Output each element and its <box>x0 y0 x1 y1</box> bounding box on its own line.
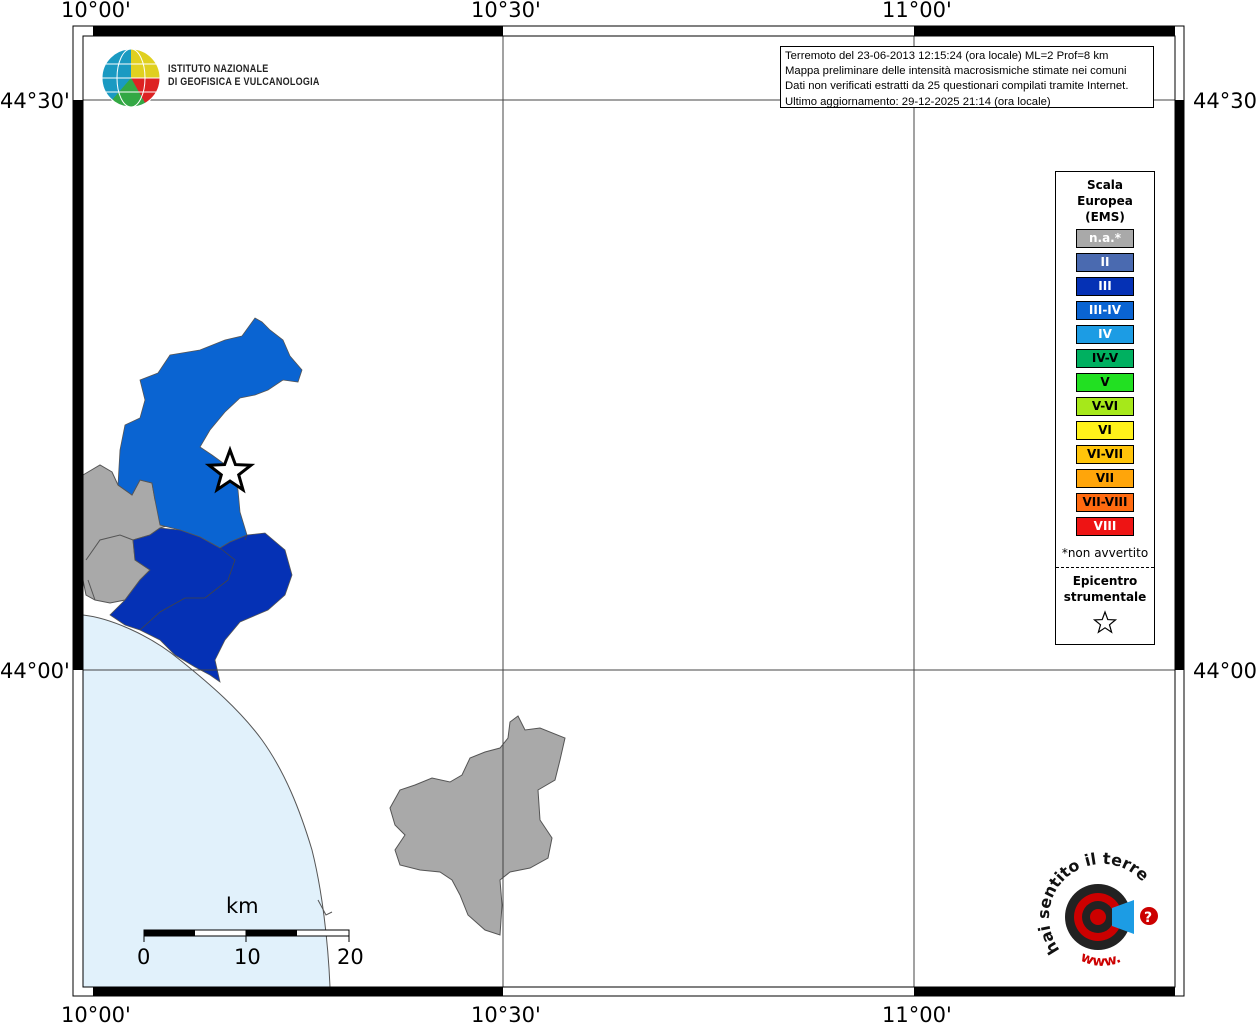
municipality-iii <box>109 527 293 683</box>
event-info-line-4: Ultimo aggiornamento: 29-12-2025 21:14 (… <box>785 95 1051 108</box>
lat-label-left-1: 44°30' <box>0 89 70 113</box>
legend-epicenter-label: Epicentro strumentale <box>1056 573 1154 605</box>
legend-note: *non avvertito <box>1061 546 1149 560</box>
municipality-iii-iv <box>117 317 303 549</box>
scale-label-10: 10 <box>234 945 261 969</box>
lon-label-bottom-1: 10°00' <box>61 1003 131 1024</box>
scale-unit: km <box>226 894 259 918</box>
lon-label-top-3: 11°00' <box>882 0 952 22</box>
ingv-logo-icon <box>101 48 161 108</box>
legend-divider <box>1056 567 1154 568</box>
legend-title-line-2: Europea <box>1077 194 1133 208</box>
lat-label-left-2: 44°00' <box>0 659 70 683</box>
ingv-logo-text: ISTITUTO NAZIONALE DI GEOFISICA E VULCAN… <box>168 63 320 89</box>
lon-label-top-1: 10°00' <box>61 0 131 22</box>
coastline <box>82 614 331 988</box>
lat-label-right-2: 44°00' <box>1193 659 1257 683</box>
lon-label-bottom-2: 10°30' <box>471 1003 541 1024</box>
svg-text:?: ? <box>1144 910 1152 926</box>
legend-swatch-6: V <box>1076 373 1134 392</box>
ems-legend: Scala Europea (EMS) n.a.* II III III-IV IV IV… <box>1055 171 1155 645</box>
legend-swatch-8: VI <box>1076 421 1134 440</box>
legend-title-line-3: (EMS) <box>1085 210 1125 224</box>
legend-swatch-12: VIII <box>1076 517 1134 536</box>
lat-label-right-1: 44°30' <box>1193 89 1257 113</box>
legend-swatch-2: III <box>1076 277 1134 296</box>
legend-star-icon <box>1092 610 1118 634</box>
legend-swatch-7: V-VI <box>1076 397 1134 416</box>
event-info-line-2: Mappa preliminare delle intensità macros… <box>785 65 1127 78</box>
hsit-logo-url: www. <box>1078 949 1123 970</box>
legend-swatch-10: VII <box>1076 469 1134 488</box>
legend-swatch-5: IV-V <box>1076 349 1134 368</box>
municipality-not-felt-east <box>389 715 566 936</box>
map-frame <box>72 25 1185 997</box>
ingv-line-1: ISTITUTO NAZIONALE <box>168 63 269 75</box>
legend-title-line-1: Scala <box>1086 178 1124 192</box>
legend-epicenter-line-2: strumentale <box>1063 590 1147 604</box>
event-info-line-3: Dati non verificati estratti da 25 quest… <box>785 80 1129 93</box>
scale-bar: km 0 10 20 <box>137 894 364 969</box>
municipality-border <box>85 534 134 601</box>
lon-label-bottom-3: 11°00' <box>882 1003 952 1024</box>
scale-label-20: 20 <box>337 945 364 969</box>
legend-swatch-11: VII-VIII <box>1076 493 1134 512</box>
legend-swatch-1: II <box>1076 253 1134 272</box>
sea-area <box>83 615 330 987</box>
epicenter-star-icon <box>204 445 256 494</box>
event-info-box: Terremoto del 23-06-2013 12:15:24 (ora l… <box>780 46 1154 108</box>
legend-epicenter-line-1: Epicentro <box>1072 574 1138 588</box>
scale-label-0: 0 <box>137 945 150 969</box>
legend-swatch-4: IV <box>1076 325 1134 344</box>
coast-detail <box>317 899 333 916</box>
municipality-border <box>139 534 248 631</box>
lon-label-top-2: 10°30' <box>471 0 541 22</box>
svg-text:www.: www. <box>1078 949 1123 970</box>
event-info-line-1: Terremoto del 23-06-2013 12:15:24 (ora l… <box>785 50 1109 62</box>
legend-swatch-0: n.a.* <box>1076 229 1134 248</box>
ingv-line-2: DI GEOFISICA E VULCANOLOGIA <box>168 76 320 88</box>
legend-title: Scala Europea (EMS) <box>1056 177 1154 225</box>
legend-swatch-9: VI-VII <box>1076 445 1134 464</box>
legend-swatch-3: III-IV <box>1076 301 1134 320</box>
